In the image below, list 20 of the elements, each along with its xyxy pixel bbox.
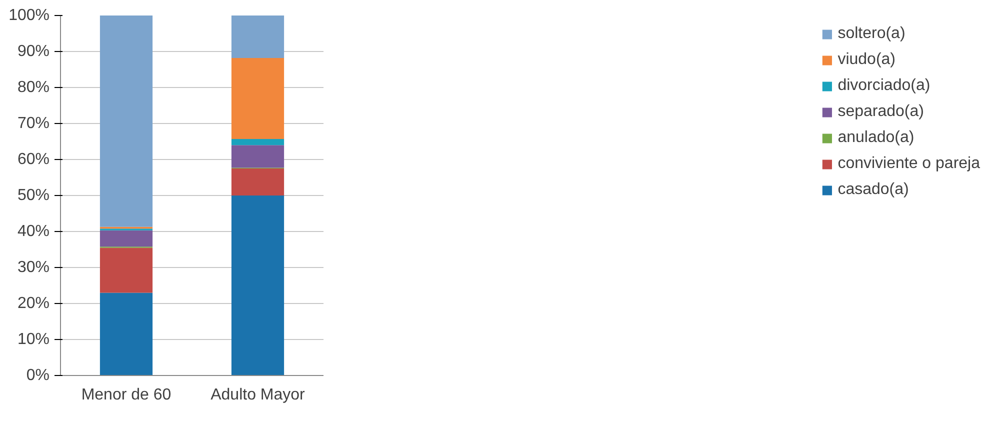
legend-label: separado(a) xyxy=(838,103,924,121)
y-tick-label: 100% xyxy=(8,7,50,24)
y-tick-label: 20% xyxy=(17,295,50,312)
legend-label: conviviente o pareja xyxy=(838,155,980,173)
y-tick-label: 40% xyxy=(17,223,50,240)
legend-label: viudo(a) xyxy=(838,51,896,69)
legend-label: anulado(a) xyxy=(838,129,914,147)
y-tick-label: 90% xyxy=(17,43,50,60)
y-tick-label: 60% xyxy=(17,151,50,168)
legend-label: divorciado(a) xyxy=(838,77,930,95)
x-tick-label: Adulto Mayor xyxy=(210,386,306,404)
legend-label: soltero(a) xyxy=(838,25,906,43)
y-tick-label: 50% xyxy=(17,187,50,204)
y-tick-label: 0% xyxy=(26,367,50,384)
y-tick-label: 10% xyxy=(17,331,50,348)
y-tick-label: 80% xyxy=(17,79,50,96)
y-tick-label: 70% xyxy=(17,115,50,132)
legend-label: casado(a) xyxy=(838,181,909,199)
x-tick-label: Menor de 60 xyxy=(81,386,172,404)
y-tick-label: 30% xyxy=(17,259,50,276)
